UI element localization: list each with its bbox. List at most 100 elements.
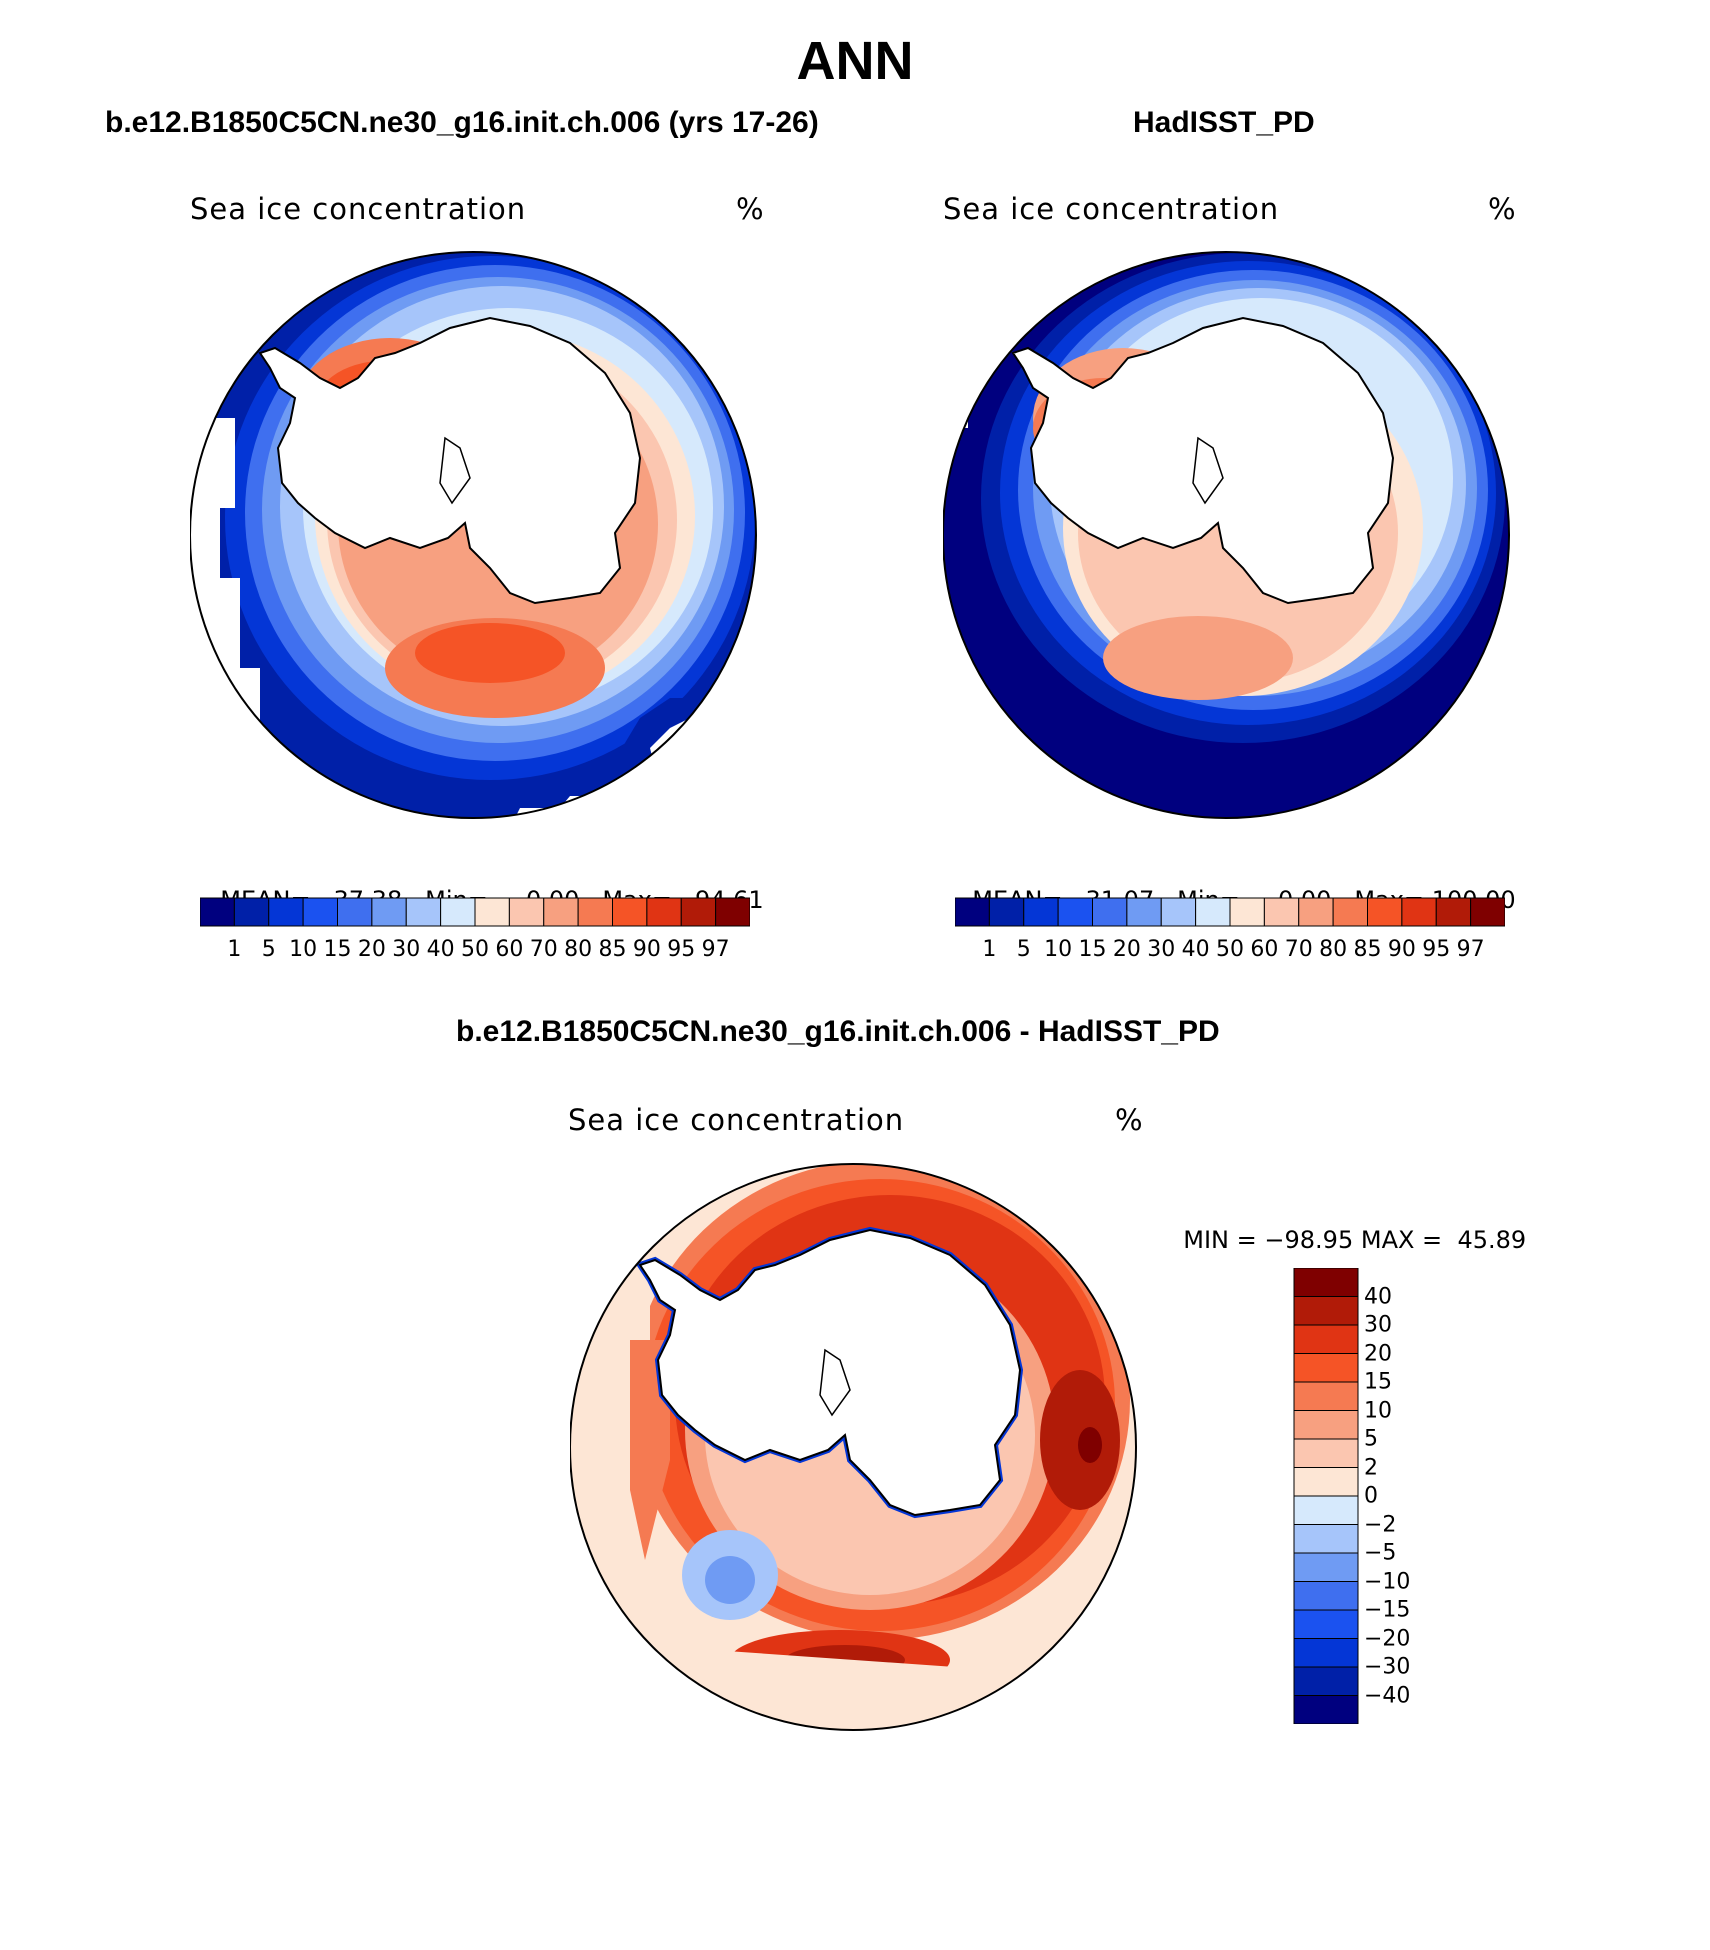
colorbar-swatch (1160, 897, 1197, 927)
panel1-title: b.e12.B1850C5CN.ne30_g16.init.ch.006 (yr… (105, 106, 819, 139)
panel2-title: HadISST_PD (1133, 106, 1315, 139)
colorbar-swatch (1332, 897, 1368, 927)
colorbar-tick-label: −30 (1364, 1654, 1411, 1680)
colorbar-tick-label: 30 (1364, 1312, 1392, 1338)
colorbar-tick-label: 10 (1364, 1398, 1392, 1423)
colorbar-tick-label: 50 (1216, 937, 1244, 962)
colorbar-tick-label: 95 (1422, 937, 1451, 962)
panel3-variable-label: Sea ice concentration (568, 1103, 905, 1137)
colorbar-swatch (1293, 1552, 1359, 1582)
colorbar-tick-label: 20 (357, 937, 386, 962)
colorbar-tick-label: 85 (1353, 937, 1382, 962)
panel1-colorbar (200, 897, 750, 927)
colorbar-swatch (1293, 1410, 1359, 1440)
panel1-units-label: % (736, 192, 765, 226)
colorbar-swatch (1293, 1609, 1359, 1639)
colorbar-swatch (1293, 1324, 1359, 1354)
colorbar-swatch (233, 897, 270, 927)
panel1-map-boundary (190, 251, 757, 819)
colorbar-swatch (1092, 897, 1128, 927)
colorbar-swatch (200, 897, 235, 927)
colorbar-tick-label: 70 (529, 937, 558, 962)
colorbar-swatch (440, 897, 476, 927)
panel2-map-boundary (943, 251, 1510, 819)
colorbar-swatch (715, 897, 750, 927)
colorbar-swatch (1023, 897, 1059, 927)
panel2-units-label: % (1488, 192, 1517, 226)
colorbar-tick-label: 80 (564, 937, 593, 962)
colorbar-tick-label: 90 (1387, 937, 1416, 962)
colorbar-swatch (268, 897, 304, 927)
colorbar-tick-label: 40 (426, 937, 455, 962)
colorbar-swatch (1298, 897, 1334, 927)
colorbar-swatch (1293, 1581, 1359, 1611)
panel2-map (943, 251, 1510, 819)
panel3-map-boundary (570, 1163, 1137, 1731)
colorbar-swatch (1293, 1495, 1359, 1525)
colorbar-swatch (1126, 897, 1162, 927)
colorbar-tick-label: 15 (1078, 937, 1107, 962)
panel3-min-label: MIN = (1183, 1226, 1257, 1254)
colorbar-tick-label: 0 (1364, 1483, 1378, 1509)
panel2-colorbar (955, 897, 1505, 927)
colorbar-swatch (680, 897, 717, 927)
colorbar-tick-label: 30 (392, 937, 421, 962)
colorbar-tick-label: 5 (261, 937, 276, 962)
colorbar-swatch (337, 897, 373, 927)
colorbar-swatch (405, 897, 442, 927)
colorbar-tick-label: −5 (1364, 1540, 1397, 1566)
colorbar-swatch (1470, 897, 1505, 927)
panel3-units-label: % (1115, 1103, 1144, 1137)
colorbar-tick-label: 1 (982, 937, 997, 962)
panel1-variable-label: Sea ice concentration (190, 192, 527, 226)
panel2-colorbar-ticks: 1 5 10 15 20 30 40 50 60 70 80 85 90 95 97 (955, 937, 1505, 967)
colorbar-swatch (577, 897, 613, 927)
colorbar-swatch (1435, 897, 1472, 927)
colorbar-swatch (955, 897, 990, 927)
figure-title: ANN (796, 31, 914, 91)
panel3-min-value: −98.95 (1264, 1226, 1354, 1254)
colorbar-tick-label: 97 (701, 937, 730, 962)
colorbar-swatch (1293, 1438, 1359, 1468)
panel3-max-label: MAX = (1360, 1226, 1443, 1254)
colorbar-swatch (1293, 1524, 1359, 1554)
colorbar-tick-label: 10 (289, 937, 318, 962)
panel1-colorbar-ticks: 1 5 10 15 20 30 40 50 60 70 80 85 90 95 97 (200, 937, 750, 967)
colorbar-tick-label: 40 (1181, 937, 1210, 962)
colorbar-tick-label: 10 (1044, 937, 1073, 962)
panel3-map (570, 1163, 1137, 1731)
colorbar-swatch (1293, 1353, 1359, 1383)
colorbar-swatch (1293, 1296, 1359, 1326)
panel3-colorbar (1293, 1268, 1359, 1724)
panel2-ice-field (943, 252, 1509, 818)
panel3-difference-field (570, 1164, 1136, 1730)
colorbar-tick-label: 90 (632, 937, 661, 962)
colorbar-tick-label: 50 (461, 937, 489, 962)
colorbar-tick-label: 80 (1319, 937, 1348, 962)
colorbar-swatch (508, 897, 545, 927)
colorbar-swatch (1263, 897, 1300, 927)
colorbar-tick-label: 60 (1250, 937, 1279, 962)
colorbar-tick-label: −20 (1364, 1626, 1411, 1651)
panel3-stats: MIN = −98.95 MAX = 45.89 (1168, 1198, 1526, 1254)
colorbar-swatch (1293, 1381, 1359, 1411)
colorbar-swatch (646, 897, 682, 927)
colorbar-swatch (474, 897, 510, 927)
colorbar-tick-label: 2 (1364, 1455, 1378, 1480)
panel3-title: b.e12.B1850C5CN.ne30_g16.init.ch.006 - H… (456, 1015, 1220, 1048)
colorbar-swatch (1367, 897, 1403, 927)
colorbar-swatch (543, 897, 579, 927)
colorbar-tick-label: −10 (1364, 1569, 1411, 1594)
panel3-max-value: 45.89 (1457, 1226, 1527, 1254)
colorbar-tick-label: 85 (598, 937, 627, 962)
colorbar-tick-label: −40 (1364, 1683, 1411, 1708)
colorbar-tick-label: 70 (1284, 937, 1313, 962)
colorbar-tick-label: 20 (1112, 937, 1141, 962)
colorbar-swatch (1195, 897, 1231, 927)
panel3-colorbar-ticks: 40 30 20 15 10 5 2 0 −2 −5 −10 −15 −20 −30 −40 (1364, 1268, 1454, 1724)
colorbar-swatch (1293, 1268, 1359, 1297)
colorbar-swatch (1293, 1666, 1359, 1696)
colorbar-tick-label: 1 (227, 937, 242, 962)
colorbar-tick-label: 5 (1016, 937, 1031, 962)
colorbar-swatch (302, 897, 338, 927)
